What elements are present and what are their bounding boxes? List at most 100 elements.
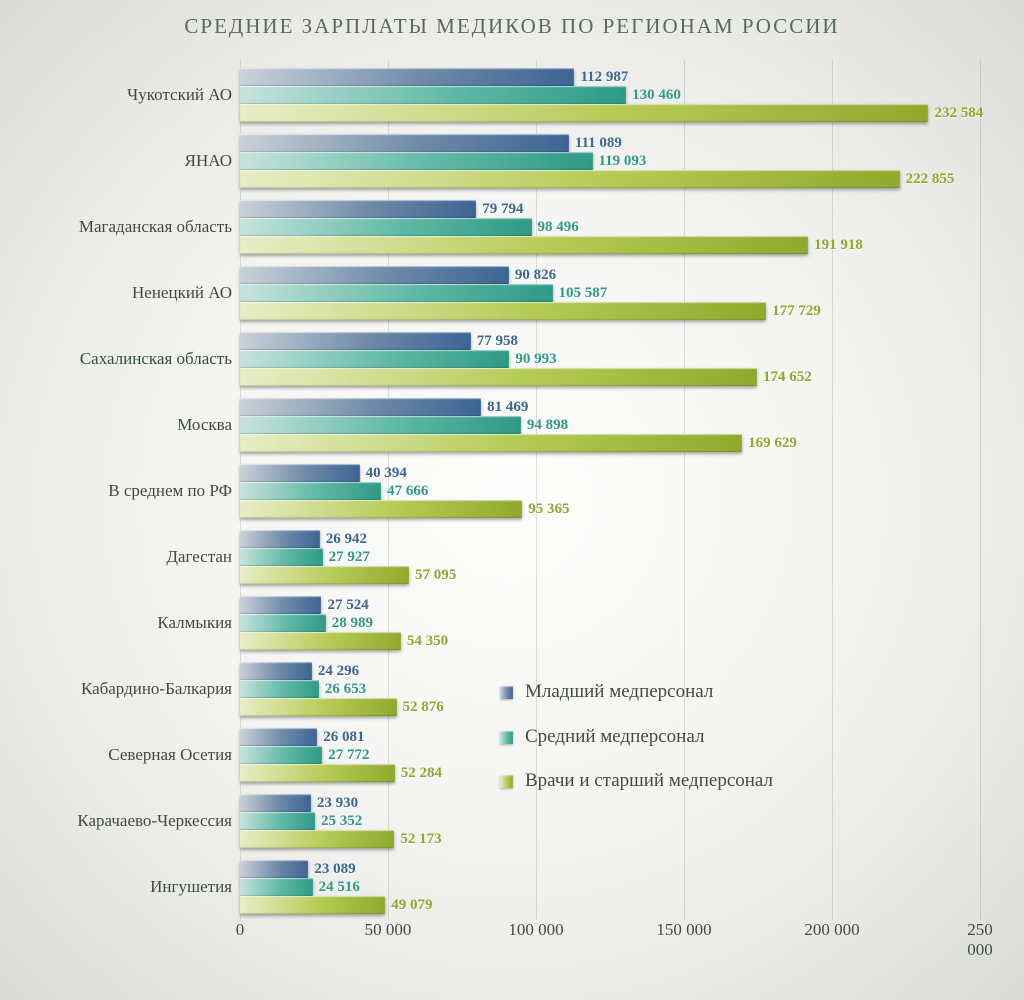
- region-label: Дагестан: [2, 547, 232, 567]
- bar-value-label: 119 093: [599, 152, 647, 170]
- bar-senior: 57 095: [240, 566, 409, 584]
- bar-value-label: 27 927: [329, 548, 370, 566]
- bar-value-label: 25 352: [321, 812, 362, 830]
- bar-value-label: 57 095: [415, 566, 456, 584]
- bar-value-label: 77 958: [477, 332, 518, 350]
- bar-value-label: 27 772: [328, 746, 369, 764]
- bar-middle: 94 898: [240, 416, 521, 434]
- legend-swatch: [500, 775, 513, 788]
- bar-senior: 52 876: [240, 698, 397, 716]
- bar-junior: 111 089: [240, 134, 569, 152]
- bar-junior: 40 394: [240, 464, 360, 482]
- bar-senior: 52 284: [240, 764, 395, 782]
- bar-value-label: 26 081: [323, 728, 364, 746]
- bar-value-label: 24 516: [319, 878, 360, 896]
- bar-middle: 28 989: [240, 614, 326, 632]
- bar-middle: 27 772: [240, 746, 322, 764]
- bar-junior: 27 524: [240, 596, 321, 614]
- x-tick-label: 100 000: [508, 920, 563, 940]
- bar-value-label: 130 460: [632, 86, 681, 104]
- bar-value-label: 47 666: [387, 482, 428, 500]
- legend-swatch: [500, 686, 513, 699]
- region-row: Чукотский АО112 987130 460232 584: [240, 68, 980, 122]
- bar-value-label: 169 629: [748, 434, 797, 452]
- x-tick-label: 200 000: [804, 920, 859, 940]
- legend-label: Врачи и старший медперсонал: [525, 769, 773, 794]
- bar-value-label: 98 496: [538, 218, 579, 236]
- chart-title: СРЕДНИЕ ЗАРПЛАТЫ МЕДИКОВ ПО РЕГИОНАМ РОС…: [0, 14, 1024, 39]
- bar-value-label: 81 469: [487, 398, 528, 416]
- bar-value-label: 23 089: [314, 860, 355, 878]
- bar-value-label: 95 365: [528, 500, 569, 518]
- x-tick-label: 50 000: [365, 920, 412, 940]
- region-row: ЯНАО111 089119 093222 855: [240, 134, 980, 188]
- bar-middle: 130 460: [240, 86, 626, 104]
- bar-value-label: 24 296: [318, 662, 359, 680]
- bar-senior: 49 079: [240, 896, 385, 914]
- x-tick-label: 0: [236, 920, 245, 940]
- bar-junior: 23 089: [240, 860, 308, 878]
- bar-junior: 24 296: [240, 662, 312, 680]
- region-label: Москва: [2, 415, 232, 435]
- bar-value-label: 105 587: [559, 284, 608, 302]
- region-label: Кабардино-Балкария: [2, 679, 232, 699]
- bar-junior: 81 469: [240, 398, 481, 416]
- bar-value-label: 52 284: [401, 764, 442, 782]
- region-label: Карачаево-Черкессия: [2, 811, 232, 831]
- bar-middle: 27 927: [240, 548, 323, 566]
- bar-value-label: 191 918: [814, 236, 863, 254]
- region-label: В среднем по РФ: [2, 481, 232, 501]
- legend-item: Врачи и старший медперсонал: [500, 769, 920, 794]
- bar-middle: 25 352: [240, 812, 315, 830]
- region-label: Калмыкия: [2, 613, 232, 633]
- region-label: Сахалинская область: [2, 349, 232, 369]
- bar-middle: 90 993: [240, 350, 509, 368]
- x-tick-label: 150 000: [656, 920, 711, 940]
- bar-middle: 26 653: [240, 680, 319, 698]
- legend: Младший медперсонал Средний медперсонал Вр…: [500, 680, 920, 814]
- grid-line: [980, 60, 981, 920]
- bar-junior: 112 987: [240, 68, 574, 86]
- bar-value-label: 232 584: [934, 104, 983, 122]
- bar-junior: 77 958: [240, 332, 471, 350]
- bar-value-label: 28 989: [332, 614, 373, 632]
- bar-value-label: 40 394: [366, 464, 407, 482]
- region-label: Северная Осетия: [2, 745, 232, 765]
- bar-value-label: 23 930: [317, 794, 358, 812]
- bar-value-label: 112 987: [580, 68, 628, 86]
- region-row: Магаданская область79 79498 496191 918: [240, 200, 980, 254]
- bar-value-label: 90 993: [515, 350, 556, 368]
- legend-label: Младший медперсонал: [525, 680, 713, 705]
- bar-value-label: 26 653: [325, 680, 366, 698]
- bar-value-label: 54 350: [407, 632, 448, 650]
- bar-value-label: 174 652: [763, 368, 812, 386]
- bar-senior: 191 918: [240, 236, 808, 254]
- region-label: Магаданская область: [2, 217, 232, 237]
- bar-junior: 26 081: [240, 728, 317, 746]
- bar-middle: 24 516: [240, 878, 313, 896]
- bar-junior: 79 794: [240, 200, 476, 218]
- region-label: ЯНАО: [2, 151, 232, 171]
- bar-senior: 174 652: [240, 368, 757, 386]
- bar-senior: 222 855: [240, 170, 900, 188]
- bar-value-label: 27 524: [327, 596, 368, 614]
- legend-swatch: [500, 731, 513, 744]
- bar-senior: 95 365: [240, 500, 522, 518]
- legend-label: Средний медперсонал: [525, 725, 704, 750]
- bar-value-label: 52 173: [400, 830, 441, 848]
- bar-senior: 169 629: [240, 434, 742, 452]
- bar-senior: 232 584: [240, 104, 928, 122]
- bar-senior: 54 350: [240, 632, 401, 650]
- bar-value-label: 79 794: [482, 200, 523, 218]
- salary-chart: СРЕДНИЕ ЗАРПЛАТЫ МЕДИКОВ ПО РЕГИОНАМ РОС…: [0, 0, 1024, 1000]
- region-label: Ненецкий АО: [2, 283, 232, 303]
- bar-middle: 105 587: [240, 284, 553, 302]
- region-row: Сахалинская область77 95890 993174 652: [240, 332, 980, 386]
- region-label: Чукотский АО: [2, 85, 232, 105]
- bar-value-label: 222 855: [906, 170, 955, 188]
- bar-value-label: 52 876: [403, 698, 444, 716]
- bar-senior: 52 173: [240, 830, 394, 848]
- legend-item: Младший медперсонал: [500, 680, 920, 705]
- bar-middle: 98 496: [240, 218, 532, 236]
- bar-middle: 47 666: [240, 482, 381, 500]
